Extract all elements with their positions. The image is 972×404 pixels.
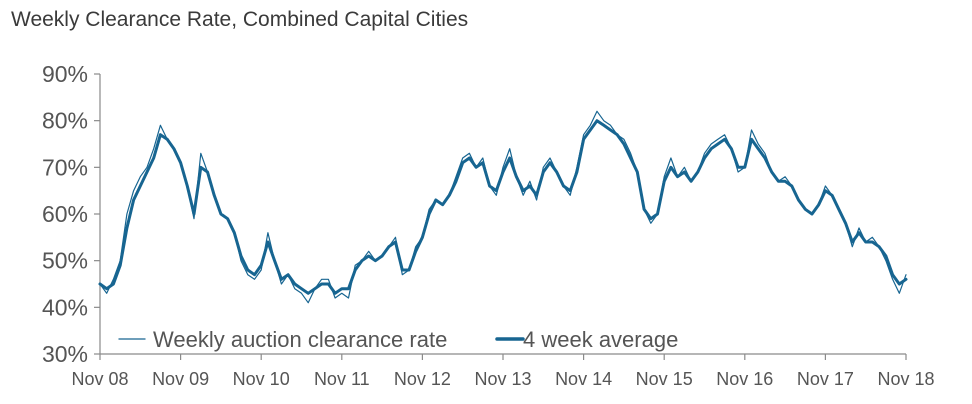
x-tick-label: Nov 18 <box>877 369 934 389</box>
legend-item: 4 week average <box>495 327 678 352</box>
x-tick-label: Nov 15 <box>636 369 693 389</box>
series-line-weekly-clearance-rate <box>99 110 907 304</box>
x-tick-label: Nov 13 <box>474 369 531 389</box>
y-tick-label: 30% <box>42 341 88 367</box>
x-tick-label: Nov 16 <box>716 369 773 389</box>
legend-item: Weekly auction clearance rate <box>118 327 447 352</box>
y-tick-label: 50% <box>42 248 88 274</box>
legend: Weekly auction clearance rate 4 week aver… <box>118 327 678 352</box>
x-tick-label: Nov 11 <box>314 369 370 389</box>
legend-label: Weekly auction clearance rate <box>153 327 447 352</box>
x-tick-label: Nov 12 <box>394 369 451 389</box>
x-tick-label: Nov 08 <box>71 369 128 389</box>
x-tick-label: Nov 14 <box>555 369 612 389</box>
x-tick-label: Nov 09 <box>152 369 209 389</box>
y-tick-label: 60% <box>42 201 88 227</box>
y-tick-label: 80% <box>42 108 88 134</box>
y-axis: 30% 40% 50% 60% 70% 80% 90% <box>42 61 101 367</box>
chart-title: Weekly Clearance Rate, Combined Capital … <box>11 8 469 31</box>
y-tick-label: 70% <box>42 154 88 180</box>
y-tick-label: 40% <box>42 294 88 320</box>
x-tick-label: Nov 17 <box>797 369 854 389</box>
x-axis: Nov 08 Nov 09 Nov 10 Nov 11 Nov 12 Nov 13 Nov … <box>71 353 935 389</box>
series-line-4-week-average <box>98 119 908 295</box>
series-lines <box>98 110 908 304</box>
y-tick-label: 90% <box>42 61 88 87</box>
x-tick-label: Nov 10 <box>233 369 290 389</box>
legend-label: 4 week average <box>523 327 678 352</box>
